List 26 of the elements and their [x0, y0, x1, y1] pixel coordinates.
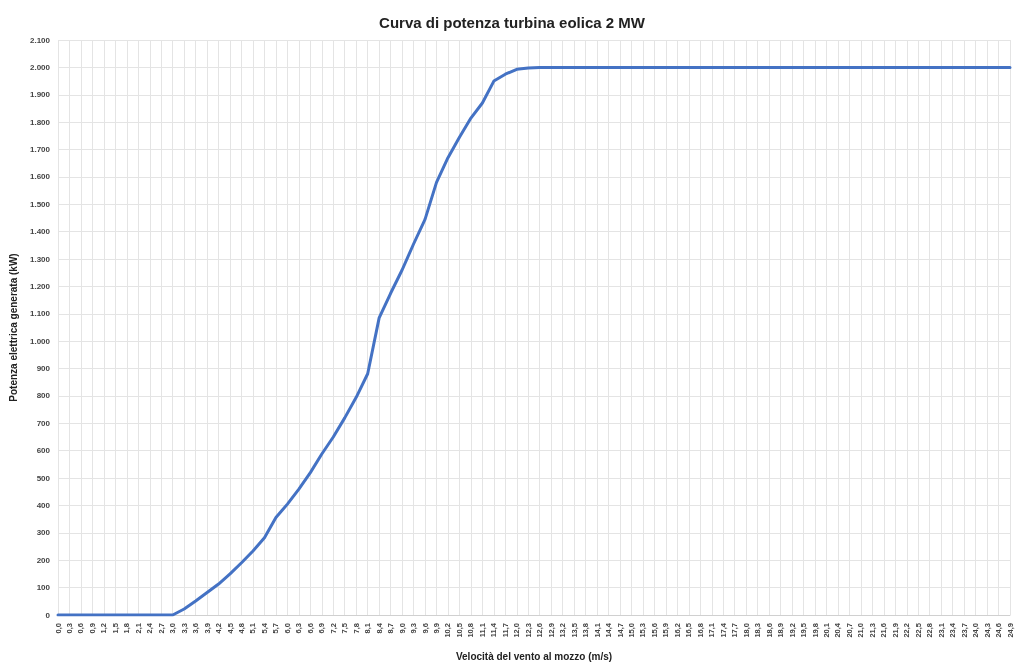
- y-tick-label: 1.200: [29, 281, 51, 291]
- y-tick-label: 1.500: [29, 199, 51, 209]
- y-tick-label: 2.100: [29, 35, 51, 45]
- y-tick-label: 200: [36, 555, 51, 565]
- y-tick-label: 1.600: [29, 172, 51, 182]
- y-tick-label: 800: [36, 391, 51, 401]
- y-tick-label: 1.700: [29, 145, 51, 155]
- y-tick-label: 1.900: [29, 90, 51, 100]
- chart-title: Curva di potenza turbina eolica 2 MW: [379, 14, 646, 31]
- y-tick-label: 1.300: [29, 254, 51, 264]
- y-tick-label: 300: [36, 528, 51, 538]
- y-tick-label: 900: [36, 364, 51, 374]
- y-tick-label: 1.400: [29, 227, 51, 237]
- line-series: [56, 65, 1012, 617]
- y-axis-title: Potenza elettrica generata (kW): [7, 253, 19, 402]
- y-tick-label: 1.000: [29, 336, 51, 346]
- y-tick-label: 100: [36, 583, 51, 593]
- y-tick-label: 0: [45, 610, 51, 620]
- y-tick-label: 1.100: [29, 309, 51, 319]
- y-tick-label: 700: [36, 418, 51, 428]
- y-tick-label: 500: [36, 473, 51, 483]
- y-tick-label: 400: [36, 500, 51, 510]
- y-tick-label: 600: [36, 446, 51, 456]
- x-axis-title: Velocità del vento al mozzo (m/s): [455, 650, 613, 662]
- y-tick-label: 2.000: [29, 62, 51, 72]
- y-tick-label: 1.800: [29, 117, 51, 127]
